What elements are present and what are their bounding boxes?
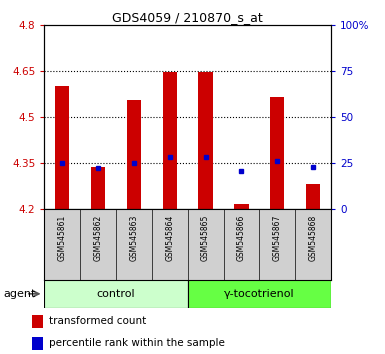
Text: percentile rank within the sample: percentile rank within the sample (49, 338, 225, 348)
Text: control: control (97, 289, 135, 299)
Text: GSM545863: GSM545863 (129, 215, 139, 261)
Bar (270, 97, 285, 209)
Text: GSM545867: GSM545867 (273, 215, 282, 261)
Text: GSM545862: GSM545862 (94, 215, 102, 261)
FancyBboxPatch shape (44, 280, 188, 308)
Text: transformed count: transformed count (49, 316, 147, 326)
Text: GSM545861: GSM545861 (58, 215, 67, 261)
Text: GSM545868: GSM545868 (309, 215, 318, 261)
Bar (234, 204, 249, 209)
Bar (162, 72, 177, 209)
Text: GSM545865: GSM545865 (201, 215, 210, 261)
Text: agent: agent (4, 289, 36, 299)
Bar (55, 86, 69, 209)
Title: GDS4059 / 210870_s_at: GDS4059 / 210870_s_at (112, 11, 263, 24)
Bar (91, 167, 105, 209)
FancyBboxPatch shape (188, 280, 331, 308)
Text: GSM545864: GSM545864 (165, 215, 174, 261)
Text: GSM545866: GSM545866 (237, 215, 246, 261)
Text: γ-tocotrienol: γ-tocotrienol (224, 289, 295, 299)
Bar (32, 337, 43, 350)
Bar (198, 72, 213, 209)
Bar (32, 315, 43, 328)
Bar (306, 184, 320, 209)
Bar (127, 100, 141, 209)
